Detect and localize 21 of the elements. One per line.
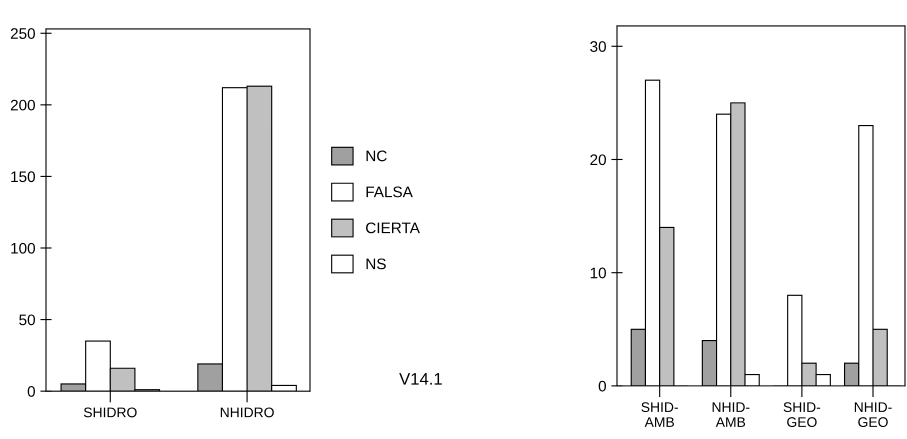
y-tick-label: 20 xyxy=(590,154,606,166)
y-tick-label: 100 xyxy=(11,242,35,254)
x-tick-label: NHID- GEO xyxy=(854,402,892,428)
legend-label: FALSA xyxy=(366,186,413,198)
x-tick-label: NHIDRO xyxy=(220,407,274,418)
y-tick-label: 0 xyxy=(28,386,35,397)
x-tick-label: SHID- AMB xyxy=(641,402,678,427)
x-tick-label: SHID- GEO xyxy=(784,402,820,428)
y-tick-label: 150 xyxy=(11,171,35,182)
y-tick-label: 250 xyxy=(10,28,35,39)
legend-label: CIERTA xyxy=(366,222,420,234)
y-tick-label: 10 xyxy=(590,268,606,278)
y-tick-label: 50 xyxy=(19,314,35,326)
legend-label: NS xyxy=(366,258,386,270)
x-tick-label: SHIDRO xyxy=(84,407,137,418)
legend-label: NC xyxy=(366,150,387,162)
y-tick-label: 30 xyxy=(590,41,606,52)
y-tick-label: 0 xyxy=(598,380,606,392)
x-tick-label: NHID- AMB xyxy=(712,402,750,427)
y-tick-label: 200 xyxy=(10,100,35,111)
text: V14.1 xyxy=(399,373,442,385)
